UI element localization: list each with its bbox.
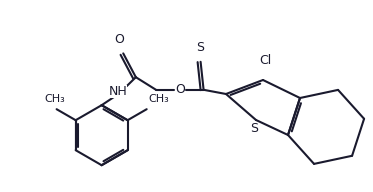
- Text: Cl: Cl: [259, 54, 271, 67]
- Text: S: S: [197, 41, 205, 54]
- Text: O: O: [175, 83, 185, 96]
- Text: NH: NH: [108, 85, 127, 98]
- Text: S: S: [250, 122, 258, 136]
- Text: O: O: [114, 33, 124, 46]
- Text: CH₃: CH₃: [44, 94, 65, 104]
- Text: CH₃: CH₃: [149, 94, 169, 104]
